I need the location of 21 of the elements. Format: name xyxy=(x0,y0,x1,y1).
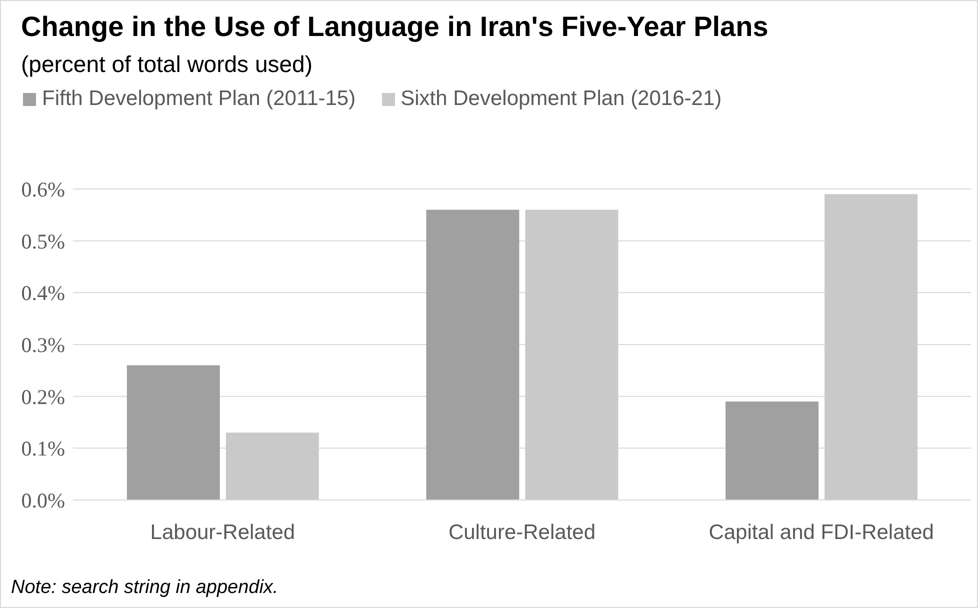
bar xyxy=(726,402,819,500)
x-tick-label: Labour-Related xyxy=(150,520,296,544)
x-tick-label: Culture-Related xyxy=(448,520,596,544)
bar xyxy=(824,194,918,500)
chart-title: Change in the Use of Language in Iran's Five-Year Plans xyxy=(21,11,768,43)
y-tick-label: 0.2% xyxy=(21,384,65,409)
y-tick-label: 0.4% xyxy=(21,281,65,306)
bar xyxy=(126,365,220,500)
chart-subtitle: (percent of total words used) xyxy=(21,51,312,78)
y-tick-label: 0.3% xyxy=(21,332,65,357)
bar xyxy=(226,432,319,500)
text: Note: search string in appendix. xyxy=(11,577,278,599)
y-tick-label: 0.0% xyxy=(21,488,65,512)
y-tick-label: 0.6% xyxy=(21,177,65,202)
legend-label: Sixth Development Plan (2016-21) xyxy=(400,87,722,111)
y-tick-label: 0.5% xyxy=(21,229,65,254)
y-tick-label: 0.1% xyxy=(21,436,65,461)
bar xyxy=(525,210,618,500)
x-tick-label: Capital and FDI-Related xyxy=(708,520,934,544)
legend-label: Fifth Development Plan (2011-15) xyxy=(42,87,356,111)
bar xyxy=(426,210,520,500)
